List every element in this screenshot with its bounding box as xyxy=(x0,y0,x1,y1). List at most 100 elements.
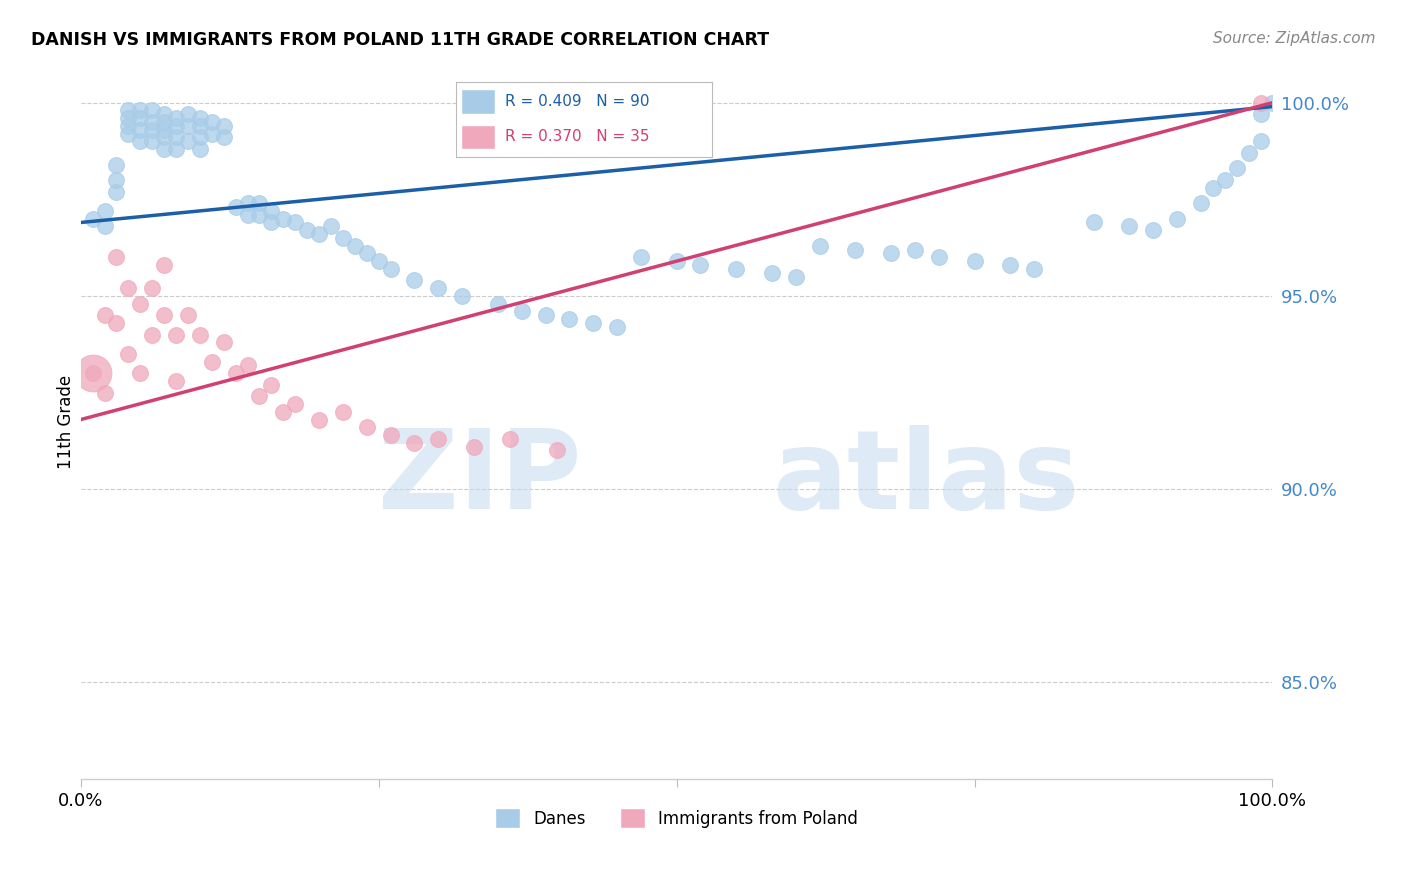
Point xyxy=(165,142,187,156)
Point xyxy=(177,107,200,121)
Point xyxy=(356,420,378,434)
Point xyxy=(1261,95,1284,110)
Point xyxy=(1250,95,1272,110)
Point xyxy=(761,266,783,280)
Point xyxy=(117,111,139,125)
Point xyxy=(1250,134,1272,148)
Point xyxy=(273,405,295,419)
Y-axis label: 11th Grade: 11th Grade xyxy=(58,375,75,468)
Point xyxy=(1142,223,1164,237)
Point xyxy=(93,308,115,322)
Point xyxy=(141,115,163,129)
Point xyxy=(725,261,748,276)
Point xyxy=(1202,180,1225,194)
Point xyxy=(236,208,259,222)
Text: ZIP: ZIP xyxy=(378,425,581,533)
Point xyxy=(165,130,187,145)
Point xyxy=(177,308,200,322)
Point xyxy=(93,385,115,400)
Point xyxy=(260,377,283,392)
Point xyxy=(356,246,378,260)
Point xyxy=(141,103,163,118)
Point xyxy=(117,281,139,295)
Point xyxy=(117,127,139,141)
Point xyxy=(582,316,605,330)
Point xyxy=(1024,261,1046,276)
Point xyxy=(1213,173,1236,187)
Point xyxy=(212,130,235,145)
Point xyxy=(201,115,224,129)
Point xyxy=(499,432,522,446)
Point xyxy=(332,231,354,245)
Point xyxy=(188,130,211,145)
Point xyxy=(141,281,163,295)
Point xyxy=(665,254,688,268)
Point xyxy=(129,103,152,118)
Point xyxy=(606,319,628,334)
Point xyxy=(212,335,235,350)
Point xyxy=(201,354,224,368)
Point xyxy=(284,397,307,411)
Point xyxy=(93,203,115,218)
Point xyxy=(236,359,259,373)
Point xyxy=(165,119,187,133)
Point xyxy=(117,119,139,133)
Point xyxy=(177,119,200,133)
Point xyxy=(1237,145,1260,160)
Point xyxy=(129,111,152,125)
Point xyxy=(928,250,950,264)
Point xyxy=(141,327,163,342)
Point xyxy=(380,428,402,442)
Point xyxy=(129,366,152,380)
Point xyxy=(188,111,211,125)
Point xyxy=(153,130,176,145)
Point xyxy=(141,122,163,136)
Point xyxy=(904,243,927,257)
Point xyxy=(380,261,402,276)
Point xyxy=(153,107,176,121)
Point xyxy=(117,103,139,118)
Point xyxy=(558,312,581,326)
Point xyxy=(284,215,307,229)
Text: Source: ZipAtlas.com: Source: ZipAtlas.com xyxy=(1212,31,1375,46)
Point xyxy=(1083,215,1105,229)
Point xyxy=(105,185,128,199)
Point xyxy=(404,435,426,450)
Point xyxy=(129,296,152,310)
Point xyxy=(844,243,866,257)
Point xyxy=(141,134,163,148)
Point xyxy=(343,238,366,252)
Point xyxy=(367,254,389,268)
Point xyxy=(236,196,259,211)
Point xyxy=(153,308,176,322)
Point xyxy=(427,281,450,295)
Point xyxy=(427,432,450,446)
Point xyxy=(188,142,211,156)
Point xyxy=(1000,258,1022,272)
Point xyxy=(808,238,831,252)
Point xyxy=(82,366,104,380)
Point xyxy=(260,203,283,218)
Point xyxy=(880,246,903,260)
Point xyxy=(308,412,330,426)
Point xyxy=(188,327,211,342)
Point xyxy=(689,258,711,272)
Point xyxy=(1226,161,1249,176)
Point xyxy=(153,115,176,129)
Point xyxy=(1118,219,1140,234)
Point xyxy=(249,196,271,211)
Point xyxy=(225,200,247,214)
Point xyxy=(546,443,568,458)
Point xyxy=(165,111,187,125)
Point xyxy=(295,223,318,237)
Point xyxy=(332,405,354,419)
Point xyxy=(105,316,128,330)
Point xyxy=(129,134,152,148)
Point xyxy=(1189,196,1212,211)
Point xyxy=(153,258,176,272)
Point xyxy=(225,366,247,380)
Text: DANISH VS IMMIGRANTS FROM POLAND 11TH GRADE CORRELATION CHART: DANISH VS IMMIGRANTS FROM POLAND 11TH GR… xyxy=(31,31,769,49)
Point xyxy=(153,142,176,156)
Point xyxy=(105,157,128,171)
Point xyxy=(249,208,271,222)
